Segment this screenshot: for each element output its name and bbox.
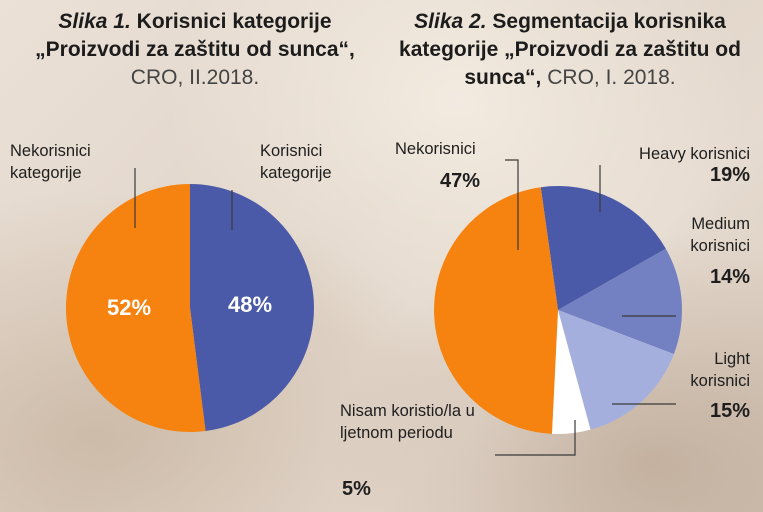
pie1-slice-1: [65, 183, 206, 432]
chart1-title-lead: Slika 1.: [58, 10, 131, 33]
chart1-title-main: Korisnici kategorije „Proizvodi za zašti…: [35, 10, 355, 61]
pie1-slice-0: [190, 184, 314, 432]
chart2-value-heavy: 19%: [709, 164, 750, 186]
chart1-value-48: 48%: [228, 292, 273, 317]
chart2-value-light: 15%: [709, 400, 750, 422]
pie2-slice-3: [551, 310, 591, 434]
chart2-value-nekorisnici: 47%: [440, 170, 481, 192]
chart2-title-sub: CRO, I. 2018.: [547, 66, 676, 89]
chart2-title-main: Segmentacija korisnika kategorije „Proiz…: [399, 10, 741, 89]
chart1-value-52: 52%: [107, 295, 152, 320]
pie2-slice-4: [434, 187, 558, 434]
chart2-value-medium: 14%: [709, 266, 750, 288]
chart2-value-nisam: 5%: [342, 478, 371, 500]
chart2-title: Slika 2. Segmentacija korisnika kategori…: [380, 8, 760, 92]
pie2-leader-nisam: [495, 420, 576, 456]
chart1-label-nekorisnici: Nekorisnici kategorije: [10, 142, 91, 182]
leader-lines: [134, 159, 676, 456]
chart2-label-nisam: Nisam koristio/la u ljetnom periodu: [340, 402, 475, 442]
pie2-slice-2: [558, 310, 674, 430]
chart2-label-nekorisnici: Nekorisnici: [395, 140, 476, 158]
chart1-title: Slika 1. Korisnici kategorije „Proizvodi…: [10, 8, 380, 92]
pie2-slice-0: [540, 186, 666, 310]
chart2-label-light: Light korisnici: [690, 350, 750, 390]
chart2-label-heavy: Heavy korisnici: [639, 145, 750, 163]
pie2-leader-nekorisnici: [505, 159, 519, 250]
chart1-title-sub: CRO, II.2018.: [130, 66, 260, 89]
pie-chart-2: [434, 186, 683, 434]
chart2-title-lead: Slika 2.: [414, 10, 487, 33]
chart1-label-korisnici: Korisnici kategorije: [260, 142, 332, 182]
pie2-slice-1: [558, 248, 683, 355]
pie-chart-1: [65, 183, 314, 432]
chart2-label-medium: Medium korisnici: [690, 215, 750, 255]
